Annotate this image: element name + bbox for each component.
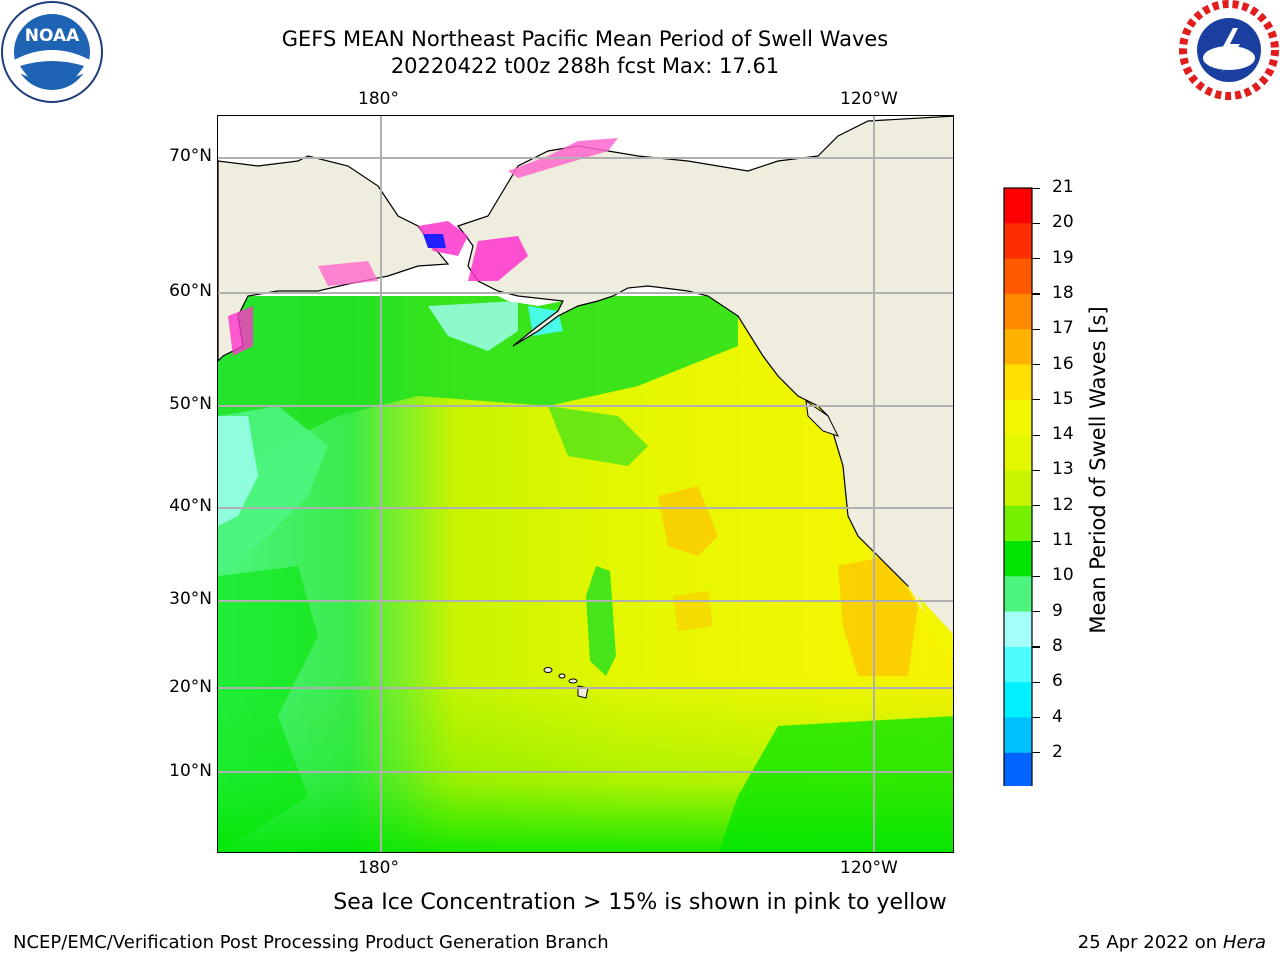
footer-date: 25 Apr 2022 on Hera: [1078, 932, 1266, 953]
lat-label-20n: 20°N: [169, 677, 212, 697]
footer-credit: NCEP/EMC/Verification Post Processing Pr…: [13, 932, 609, 953]
gulf-of-california: [918, 596, 953, 659]
colorbar-tick-label: 6: [1052, 671, 1063, 692]
colorbar-band: [1004, 399, 1032, 436]
lon-label-bottom-120w: 120°W: [840, 858, 898, 878]
colorbar-tick-label: 18: [1052, 282, 1074, 303]
map-svg: [218, 116, 953, 852]
lon-label-top-120w: 120°W: [840, 89, 898, 109]
colorbar-tick-mark: [1032, 575, 1040, 577]
colorbar-tick-label: 9: [1052, 600, 1063, 621]
colorbar-tick-label: 12: [1052, 494, 1074, 515]
orange-patch-1: [658, 486, 718, 556]
colorbar-band: [1004, 576, 1032, 613]
colorbar-band: [1004, 364, 1032, 401]
colorbar-band: [1004, 223, 1032, 260]
island-maui: [568, 678, 578, 684]
colorbar-tick-label: 21: [1052, 177, 1074, 197]
colorbar-tick-label: 4: [1052, 706, 1063, 727]
gulf-green-patch: [548, 406, 648, 466]
graticule: [218, 116, 953, 852]
central-green-streak: [586, 566, 616, 676]
map-subtitle: 20220422 t00z 288h fcst Max: 17.61: [390, 54, 780, 78]
colorbar-tick-mark: [1032, 187, 1040, 189]
colorbar-tick-label: 10: [1052, 565, 1074, 586]
colorbar-svg: [1003, 187, 1033, 818]
colorbar-tick-label: 19: [1052, 247, 1074, 268]
colorbar-band: [1004, 470, 1032, 507]
lat-label-40n: 40°N: [169, 496, 212, 516]
colorbar-label: Mean Period of Swell Waves [s]: [1086, 306, 1110, 634]
orange-patch-2: [838, 556, 918, 676]
colorbar-band: [1004, 611, 1032, 648]
footer-date-text: 25 Apr 2022 on: [1077, 932, 1218, 953]
bering-cool-patch: [428, 301, 518, 351]
sea-ice-bering-2: [468, 236, 528, 281]
colorbar-tick-mark: [1032, 364, 1040, 366]
colorbar-band: [1004, 329, 1032, 365]
ocean-cool-patch: [218, 416, 258, 526]
colorbar-band: [1004, 541, 1032, 577]
sea-ice-bering-core: [423, 234, 446, 248]
island-vancouver: [805, 399, 839, 437]
colorbar-band: [1004, 646, 1032, 683]
colorbar-band: [1004, 682, 1032, 718]
ocean-southeast-green: [718, 716, 953, 852]
colorbar-tick-mark: [1032, 222, 1040, 224]
colorbar-tick-label: 15: [1052, 388, 1074, 409]
colorbar-tick-mark: [1032, 681, 1040, 683]
colorbar-tick-mark: [1032, 505, 1040, 507]
colorbar-tick-mark: [1032, 293, 1040, 295]
colorbar-tick-label: 13: [1052, 459, 1074, 480]
colorbar-band: [1004, 505, 1032, 542]
noaa-logo: NOAA: [0, 0, 104, 104]
colorbar-band: [1004, 752, 1032, 789]
lon-label-top-180: 180°: [358, 89, 399, 109]
colorbar-band: [1004, 435, 1032, 471]
colorbar-tick-label: 17: [1052, 318, 1074, 339]
colorbar-band: [1004, 188, 1032, 224]
footer-machine: Hera: [1222, 932, 1266, 953]
lon-label-bottom-180: 180°: [358, 858, 399, 878]
land-north-america: [456, 116, 953, 660]
lat-label-70n: 70°N: [169, 146, 212, 166]
colorbar-tick-mark: [1032, 646, 1040, 648]
lat-label-10n: 10°N: [169, 761, 212, 781]
island-oahu: [558, 673, 566, 679]
lat-label-30n: 30°N: [169, 589, 212, 609]
colorbar-tick-mark: [1032, 434, 1040, 436]
colorbar-tick-mark: [1032, 399, 1040, 401]
colorbar-tick-label: 20: [1052, 212, 1074, 233]
colorbar-tick-label: 2: [1052, 741, 1063, 762]
colorbar-tick-label: 16: [1052, 353, 1074, 374]
colorbar-band: [1004, 258, 1032, 295]
colorbar-tick-label: 14: [1052, 424, 1074, 445]
orange-patch-3: [673, 591, 713, 631]
colorbar-band: [1004, 717, 1032, 754]
sea-ice-caption: Sea Ice Concentration > 15% is shown in …: [333, 890, 947, 915]
colorbar-tick-mark: [1032, 328, 1040, 330]
sea-ice-kamchatka: [228, 306, 253, 356]
nws-logo: [1178, 0, 1280, 100]
island-kauai: [543, 667, 553, 673]
noaa-logo-text: NOAA: [25, 26, 80, 46]
map-panel: [217, 115, 954, 853]
colorbar-tick-mark: [1032, 611, 1040, 613]
ocean-north-band: [218, 296, 738, 476]
colorbar-tick-label: 11: [1052, 530, 1074, 550]
colorbar: [1000, 186, 1050, 818]
colorbar-tick-mark: [1032, 717, 1040, 719]
colorbar-tick-mark: [1032, 469, 1040, 472]
colorbar-tick-label: 8: [1052, 635, 1063, 656]
lat-label-60n: 60°N: [169, 281, 212, 301]
colorbar-band: [1004, 293, 1032, 330]
colorbar-tick-mark: [1032, 540, 1040, 542]
colorbar-tick-mark: [1032, 752, 1040, 754]
sea-ice-anadyr: [318, 261, 378, 286]
lat-label-50n: 50°N: [169, 394, 212, 414]
colorbar-tick-mark: [1032, 258, 1040, 260]
map-title: GEFS MEAN Northeast Pacific Mean Period …: [281, 27, 889, 51]
